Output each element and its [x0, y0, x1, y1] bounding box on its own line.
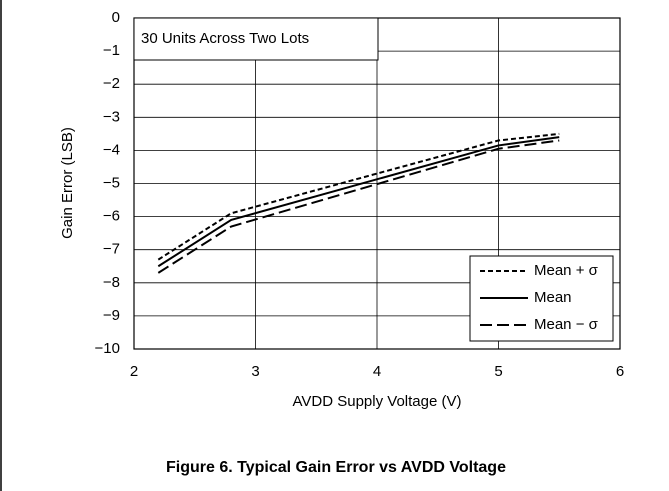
y-tick-label: −3 [103, 108, 120, 125]
legend-label: Mean − σ [534, 316, 599, 333]
series-line [157, 132, 560, 261]
y-tick-label: −6 [103, 208, 120, 225]
annotation-box [133, 17, 379, 61]
series-line [157, 136, 560, 268]
series-line [157, 139, 560, 274]
y-tick-label: −5 [103, 174, 120, 191]
y-tick-label: 0 [112, 9, 120, 26]
x-tick-label: 4 [373, 363, 381, 380]
y-tick-label: −7 [103, 241, 120, 258]
annotation: 30 Units Across Two Lots [141, 30, 309, 47]
x-tick-label: 5 [494, 363, 502, 380]
y-tick-label: −1 [103, 42, 120, 59]
x-tick-label: 2 [130, 363, 138, 380]
y-tick-label: −10 [95, 340, 120, 357]
y-tick-label: −4 [103, 141, 120, 158]
legend-label: Mean + σ [534, 262, 599, 279]
legend-label: Mean [534, 289, 572, 306]
x-axis-label: AVDD Supply Voltage (V) [293, 393, 462, 410]
y-axis-label: Gain Error (LSB) [59, 127, 76, 239]
x-tick-label: 6 [616, 363, 624, 380]
x-tick-label: 3 [251, 363, 259, 380]
y-tick-label: −8 [103, 274, 120, 291]
y-tick-label: −9 [103, 307, 120, 324]
y-tick-label: −2 [103, 75, 120, 92]
caption: Figure 6. Typical Gain Error vs AVDD Vol… [166, 459, 506, 476]
